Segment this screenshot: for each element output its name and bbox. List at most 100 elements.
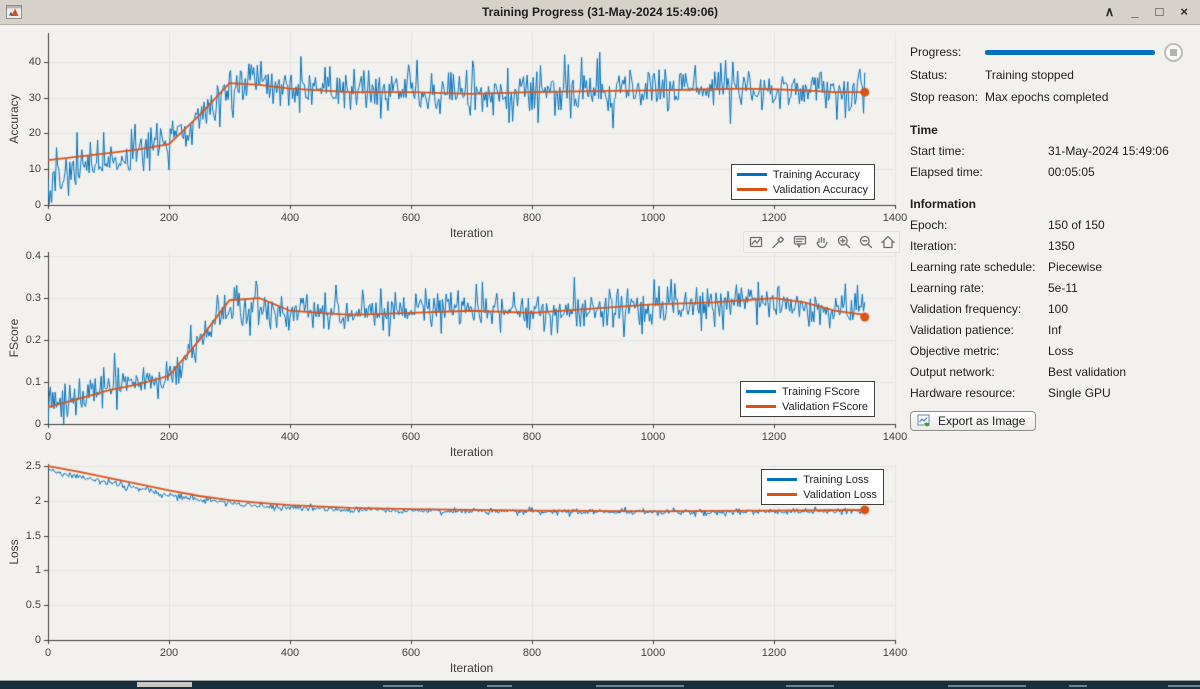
background-window-fragment	[948, 685, 1026, 687]
progress-bar	[985, 49, 1155, 55]
background-window-tab	[137, 682, 192, 687]
legend-label: Training FScore	[781, 385, 860, 398]
information-label: Output network:	[910, 364, 995, 379]
status-label: Status:	[910, 68, 948, 82]
information-section-header: Information	[910, 197, 976, 211]
legend-entry: Validation Accuracy	[736, 182, 868, 197]
legend-line-swatch	[745, 405, 776, 408]
time-section-header: Time	[910, 123, 938, 137]
progress-bar-fill	[985, 49, 1155, 55]
information-label: Learning rate schedule:	[910, 259, 1036, 274]
export-icon[interactable]	[746, 233, 765, 251]
legend-entry: Validation FScore	[745, 399, 868, 414]
close-button[interactable]: ×	[1180, 4, 1188, 19]
information-value: Single GPU	[1048, 385, 1111, 400]
zoom-out-icon[interactable]	[856, 233, 875, 251]
information-value: Best validation	[1048, 364, 1127, 379]
information-row: Objective metric: Loss	[910, 340, 1198, 361]
legend-label: Training Loss	[803, 473, 869, 486]
legend-label: Validation Accuracy	[772, 183, 868, 196]
legend-entry: Training FScore	[745, 384, 868, 399]
information-label: Validation frequency:	[910, 301, 1022, 316]
information-value: 5e-11	[1048, 280, 1078, 295]
minimize-button[interactable]: _	[1131, 4, 1139, 19]
export-image-icon	[917, 414, 932, 428]
background-window-fragment	[383, 685, 423, 687]
status-row: Status: Training stopped	[910, 64, 1198, 86]
legend-entry: Validation Loss	[767, 487, 877, 502]
time-rows: Start time: 31-May-2024 15:49:06 Elapsed t…	[905, 140, 1198, 182]
export-button-label: Export as Image	[938, 414, 1026, 428]
background-window-fragment	[1168, 685, 1200, 687]
information-row: Validation patience: Inf	[910, 319, 1198, 340]
maximize-button[interactable]: □	[1155, 4, 1164, 19]
information-value: 1350	[1048, 238, 1075, 253]
legend-label: Training Accuracy	[772, 168, 860, 181]
legend-entry: Training Loss	[767, 472, 877, 487]
legend-line-swatch	[736, 173, 767, 176]
brush-icon[interactable]	[768, 233, 787, 251]
information-rows: Epoch: 150 of 150 Iteration: 1350 Learning r…	[905, 214, 1198, 403]
legend-line-swatch	[767, 493, 798, 496]
information-label: Iteration:	[910, 238, 957, 253]
titlebar[interactable]: Training Progress (31-May-2024 15:49:06)…	[0, 0, 1200, 25]
stop-reason-label: Stop reason:	[910, 90, 979, 104]
shade-button[interactable]: ∧	[1104, 4, 1115, 19]
information-row: Epoch: 150 of 150	[910, 214, 1198, 235]
time-label: Start time:	[910, 143, 965, 158]
information-value: 100	[1048, 301, 1069, 316]
window-title: Training Progress (31-May-2024 15:49:06)	[481, 5, 719, 19]
background-window-fragment	[596, 685, 684, 687]
chart-legend[interactable]: Training Accuracy Validation Accuracy	[730, 164, 875, 200]
stop-icon	[1170, 48, 1177, 56]
axes-toolbar	[743, 231, 900, 253]
training-charts-canvas[interactable]	[0, 0, 905, 689]
information-row: Validation frequency: 100	[910, 298, 1198, 319]
background-window-fragment	[487, 685, 512, 687]
information-row: Hardware resource: Single GPU	[910, 382, 1198, 403]
zoom-in-icon[interactable]	[834, 233, 853, 251]
information-label: Hardware resource:	[910, 385, 1016, 400]
progress-row: Progress:	[910, 40, 1198, 64]
training-info-panel: Progress: Status: Training stopped Stop …	[905, 24, 1198, 431]
time-row: Start time: 31-May-2024 15:49:06	[910, 140, 1198, 161]
information-value: Piecewise	[1048, 259, 1103, 274]
information-label: Validation patience:	[910, 322, 1014, 337]
progress-label: Progress:	[910, 45, 962, 59]
restore-view-icon[interactable]	[878, 233, 897, 251]
background-window-fragment	[1069, 685, 1087, 687]
matlab-app-icon	[6, 5, 22, 19]
time-label: Elapsed time:	[910, 164, 983, 179]
stop-training-button[interactable]	[1164, 42, 1183, 62]
export-as-image-button[interactable]: Export as Image	[910, 411, 1037, 431]
information-label: Learning rate:	[910, 280, 985, 295]
time-row: Elapsed time: 00:05:05	[910, 161, 1198, 182]
chart-legend[interactable]: Training Loss Validation Loss	[761, 469, 884, 505]
stop-reason-row: Stop reason: Max epochs completed	[910, 86, 1198, 108]
information-value: Inf	[1048, 322, 1062, 337]
window-controls: ∧ _ □ ×	[1105, 1, 1188, 23]
information-label: Objective metric:	[910, 343, 1000, 358]
legend-label: Validation Loss	[803, 488, 877, 501]
background-window-fragment	[786, 685, 834, 687]
time-value: 31-May-2024 15:49:06	[1048, 143, 1169, 158]
pan-icon[interactable]	[812, 233, 831, 251]
information-row: Learning rate: 5e-11	[910, 277, 1198, 298]
information-value: Loss	[1048, 343, 1074, 358]
legend-entry: Training Accuracy	[736, 167, 868, 182]
information-value: 150 of 150	[1048, 217, 1105, 232]
legend-line-swatch	[736, 188, 767, 191]
information-row: Iteration: 1350	[910, 235, 1198, 256]
information-row: Output network: Best validation	[910, 361, 1198, 382]
chart-legend[interactable]: Training FScore Validation FScore	[739, 381, 875, 417]
legend-label: Validation FScore	[781, 400, 868, 413]
status-value: Training stopped	[985, 68, 1074, 82]
background-window-strip	[0, 680, 1200, 689]
information-row: Learning rate schedule: Piecewise	[910, 256, 1198, 277]
legend-line-swatch	[745, 390, 776, 393]
datatips-icon[interactable]	[790, 233, 809, 251]
time-value: 00:05:05	[1048, 164, 1095, 179]
stop-reason-value: Max epochs completed	[985, 90, 1109, 104]
legend-line-swatch	[767, 478, 798, 481]
